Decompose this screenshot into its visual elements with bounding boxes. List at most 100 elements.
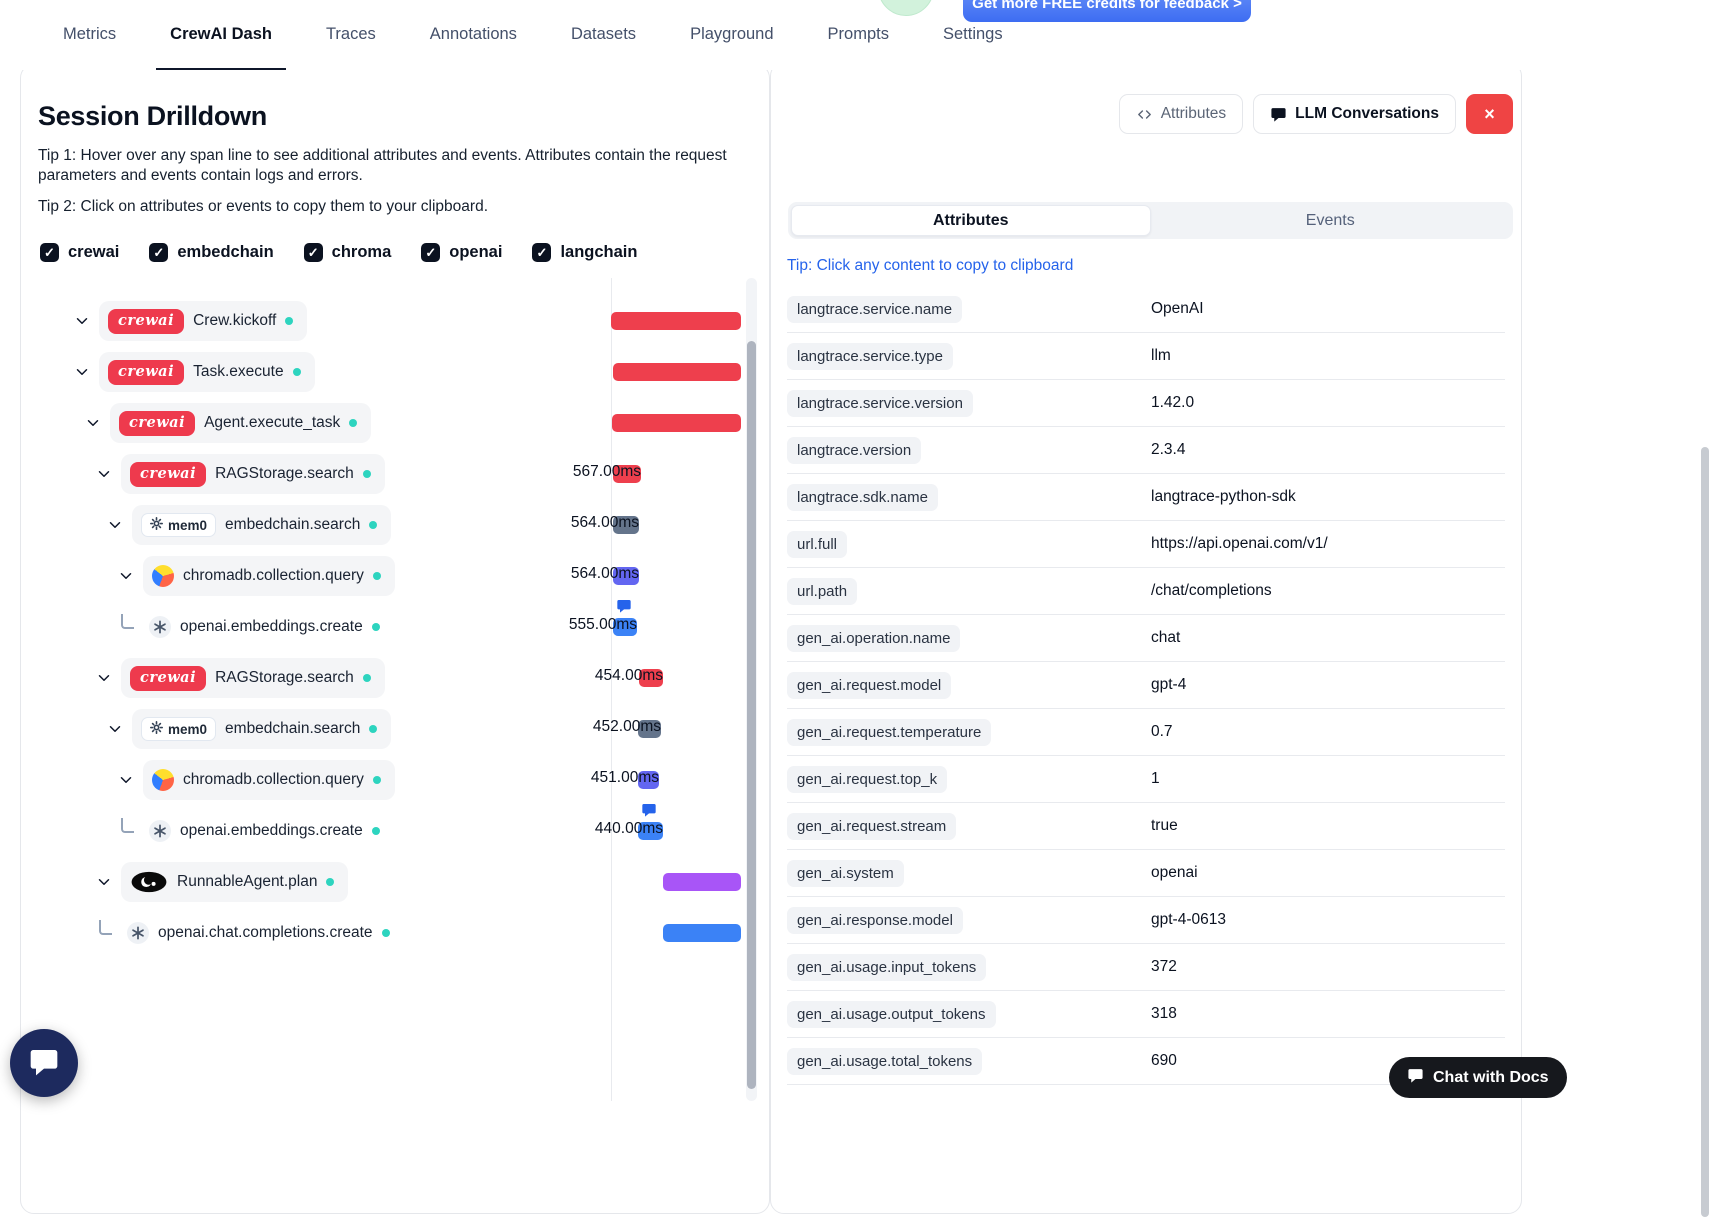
filter-langchain[interactable]: ✓ langchain bbox=[532, 243, 637, 263]
attribute-value[interactable]: 2.3.4 bbox=[1151, 441, 1186, 458]
attribute-key[interactable]: gen_ai.request.model bbox=[787, 671, 952, 699]
chevron-down-icon[interactable] bbox=[95, 668, 115, 688]
span-duration-bar[interactable] bbox=[613, 465, 641, 484]
span-label[interactable]: mem0 embedchain.search bbox=[132, 709, 392, 750]
span-duration-bar[interactable] bbox=[613, 618, 637, 637]
credits-button[interactable]: Get more FREE credits for feedback > bbox=[963, 0, 1251, 22]
span-label[interactable]: crewai RAGStorage.search bbox=[121, 658, 385, 699]
attribute-value[interactable]: gpt-4-0613 bbox=[1151, 911, 1226, 928]
span-label[interactable]: crewai Crew.kickoff bbox=[99, 301, 308, 342]
attribute-key[interactable]: langtrace.service.type bbox=[787, 342, 953, 370]
span-label[interactable]: openai.embeddings.create bbox=[143, 811, 394, 851]
attribute-key[interactable]: gen_ai.operation.name bbox=[787, 624, 961, 652]
attribute-key[interactable]: url.full bbox=[787, 530, 848, 558]
span-label[interactable]: chromadb.collection.query bbox=[143, 760, 395, 801]
window-scrollbar[interactable] bbox=[1701, 447, 1709, 1217]
span-duration-bar[interactable] bbox=[663, 924, 741, 943]
chat-widget-button[interactable] bbox=[10, 1029, 78, 1097]
attribute-key[interactable]: gen_ai.usage.input_tokens bbox=[787, 953, 987, 981]
tab-events[interactable]: Events bbox=[1151, 205, 1511, 236]
chevron-down-icon[interactable] bbox=[73, 311, 93, 331]
span-duration-bar[interactable] bbox=[613, 363, 741, 382]
tab-datasets[interactable]: Datasets bbox=[557, 0, 650, 70]
filter-crewai[interactable]: ✓ crewai bbox=[40, 243, 119, 263]
attribute-value[interactable]: true bbox=[1151, 817, 1178, 834]
close-button[interactable]: × bbox=[1466, 94, 1513, 134]
span-duration-bar[interactable] bbox=[638, 720, 661, 739]
span-row: openai.embeddings.create 555.00ms bbox=[21, 600, 769, 649]
tree-scrollbar-thumb[interactable] bbox=[747, 341, 756, 1090]
tab-playground[interactable]: Playground bbox=[676, 0, 787, 70]
checkbox-checked-icon[interactable]: ✓ bbox=[149, 243, 169, 263]
span-duration-bar[interactable] bbox=[638, 822, 663, 841]
chevron-down-icon[interactable] bbox=[117, 566, 137, 586]
tab-settings[interactable]: Settings bbox=[929, 0, 1017, 70]
tree-scrollbar[interactable] bbox=[746, 278, 757, 1102]
tab-traces[interactable]: Traces bbox=[312, 0, 390, 70]
span-label[interactable]: mem0 embedchain.search bbox=[132, 505, 392, 546]
chevron-down-icon[interactable] bbox=[106, 719, 126, 739]
attribute-value[interactable]: 318 bbox=[1151, 1005, 1177, 1022]
tab-metrics[interactable]: Metrics bbox=[49, 0, 130, 70]
attribute-value[interactable]: gpt-4 bbox=[1151, 676, 1187, 693]
span-duration-bar[interactable] bbox=[611, 312, 741, 331]
span-label[interactable]: openai.chat.completions.create bbox=[121, 913, 404, 953]
attribute-key[interactable]: gen_ai.usage.output_tokens bbox=[787, 1000, 996, 1028]
chevron-down-icon[interactable] bbox=[117, 770, 137, 790]
span-duration-bar[interactable] bbox=[638, 771, 659, 790]
chevron-down-icon[interactable] bbox=[106, 515, 126, 535]
span-duration-bar[interactable] bbox=[613, 567, 639, 586]
attribute-key[interactable]: url.path bbox=[787, 577, 858, 605]
span-duration-bar[interactable] bbox=[639, 669, 663, 688]
attribute-value[interactable]: 372 bbox=[1151, 958, 1177, 975]
attribute-key[interactable]: gen_ai.system bbox=[787, 859, 904, 887]
span-label[interactable]: crewai Agent.execute_task bbox=[110, 403, 372, 444]
chat-with-docs-button[interactable]: Chat with Docs bbox=[1389, 1057, 1567, 1098]
checkbox-checked-icon[interactable]: ✓ bbox=[532, 243, 552, 263]
span-label[interactable]: chromadb.collection.query bbox=[143, 556, 395, 597]
filter-embedchain[interactable]: ✓ embedchain bbox=[149, 243, 274, 263]
attribute-key[interactable]: langtrace.service.version bbox=[787, 389, 973, 417]
attribute-key[interactable]: langtrace.sdk.name bbox=[787, 483, 938, 511]
attribute-value[interactable]: openai bbox=[1151, 864, 1198, 881]
span-label[interactable]: crewai RAGStorage.search bbox=[121, 454, 385, 495]
attribute-value[interactable]: /chat/completions bbox=[1151, 582, 1272, 599]
attribute-key[interactable]: langtrace.version bbox=[787, 436, 922, 464]
attribute-value[interactable]: 690 bbox=[1151, 1052, 1177, 1069]
attribute-value[interactable]: llm bbox=[1151, 347, 1171, 364]
span-duration-bar[interactable] bbox=[613, 516, 639, 535]
span-label[interactable]: RunnableAgent.plan bbox=[121, 862, 349, 903]
attribute-value[interactable]: chat bbox=[1151, 629, 1181, 646]
attribute-key[interactable]: gen_ai.request.stream bbox=[787, 812, 957, 840]
attribute-key[interactable]: gen_ai.usage.total_tokens bbox=[787, 1047, 983, 1075]
attributes-view-button[interactable]: Attributes bbox=[1118, 94, 1244, 134]
tab-attributes[interactable]: Attributes bbox=[791, 205, 1151, 236]
attribute-key[interactable]: langtrace.service.name bbox=[787, 295, 963, 323]
tab-crewai-dash[interactable]: CrewAI Dash bbox=[156, 0, 286, 70]
attribute-key[interactable]: gen_ai.request.top_k bbox=[787, 765, 948, 793]
span-label[interactable]: openai.embeddings.create bbox=[143, 607, 394, 647]
checkbox-checked-icon[interactable]: ✓ bbox=[303, 243, 323, 263]
attribute-key[interactable]: gen_ai.response.model bbox=[787, 906, 963, 934]
span-label[interactable]: crewai Task.execute bbox=[99, 352, 315, 393]
attribute-value[interactable]: 1.42.0 bbox=[1151, 394, 1195, 411]
attribute-value[interactable]: 0.7 bbox=[1151, 723, 1173, 740]
chevron-down-icon[interactable] bbox=[95, 464, 115, 484]
attribute-value[interactable]: OpenAI bbox=[1151, 300, 1204, 317]
tab-prompts[interactable]: Prompts bbox=[814, 0, 903, 70]
attribute-value[interactable]: https://api.openai.com/v1/ bbox=[1151, 535, 1328, 552]
span-duration-bar[interactable] bbox=[612, 414, 741, 433]
checkbox-checked-icon[interactable]: ✓ bbox=[40, 243, 59, 263]
chevron-down-icon[interactable] bbox=[95, 872, 115, 892]
tab-annotations[interactable]: Annotations bbox=[416, 0, 531, 70]
checkbox-checked-icon[interactable]: ✓ bbox=[421, 243, 441, 263]
chevron-down-icon[interactable] bbox=[84, 413, 104, 433]
attribute-value[interactable]: 1 bbox=[1151, 770, 1160, 787]
filter-chroma[interactable]: ✓ chroma bbox=[303, 243, 391, 263]
attribute-key[interactable]: gen_ai.request.temperature bbox=[787, 718, 992, 746]
filter-openai[interactable]: ✓ openai bbox=[421, 243, 502, 263]
chevron-down-icon[interactable] bbox=[73, 362, 93, 382]
llm-conversations-button[interactable]: LLM Conversations bbox=[1253, 94, 1456, 134]
span-duration-bar[interactable] bbox=[663, 873, 741, 892]
attribute-value[interactable]: langtrace-python-sdk bbox=[1151, 488, 1296, 505]
